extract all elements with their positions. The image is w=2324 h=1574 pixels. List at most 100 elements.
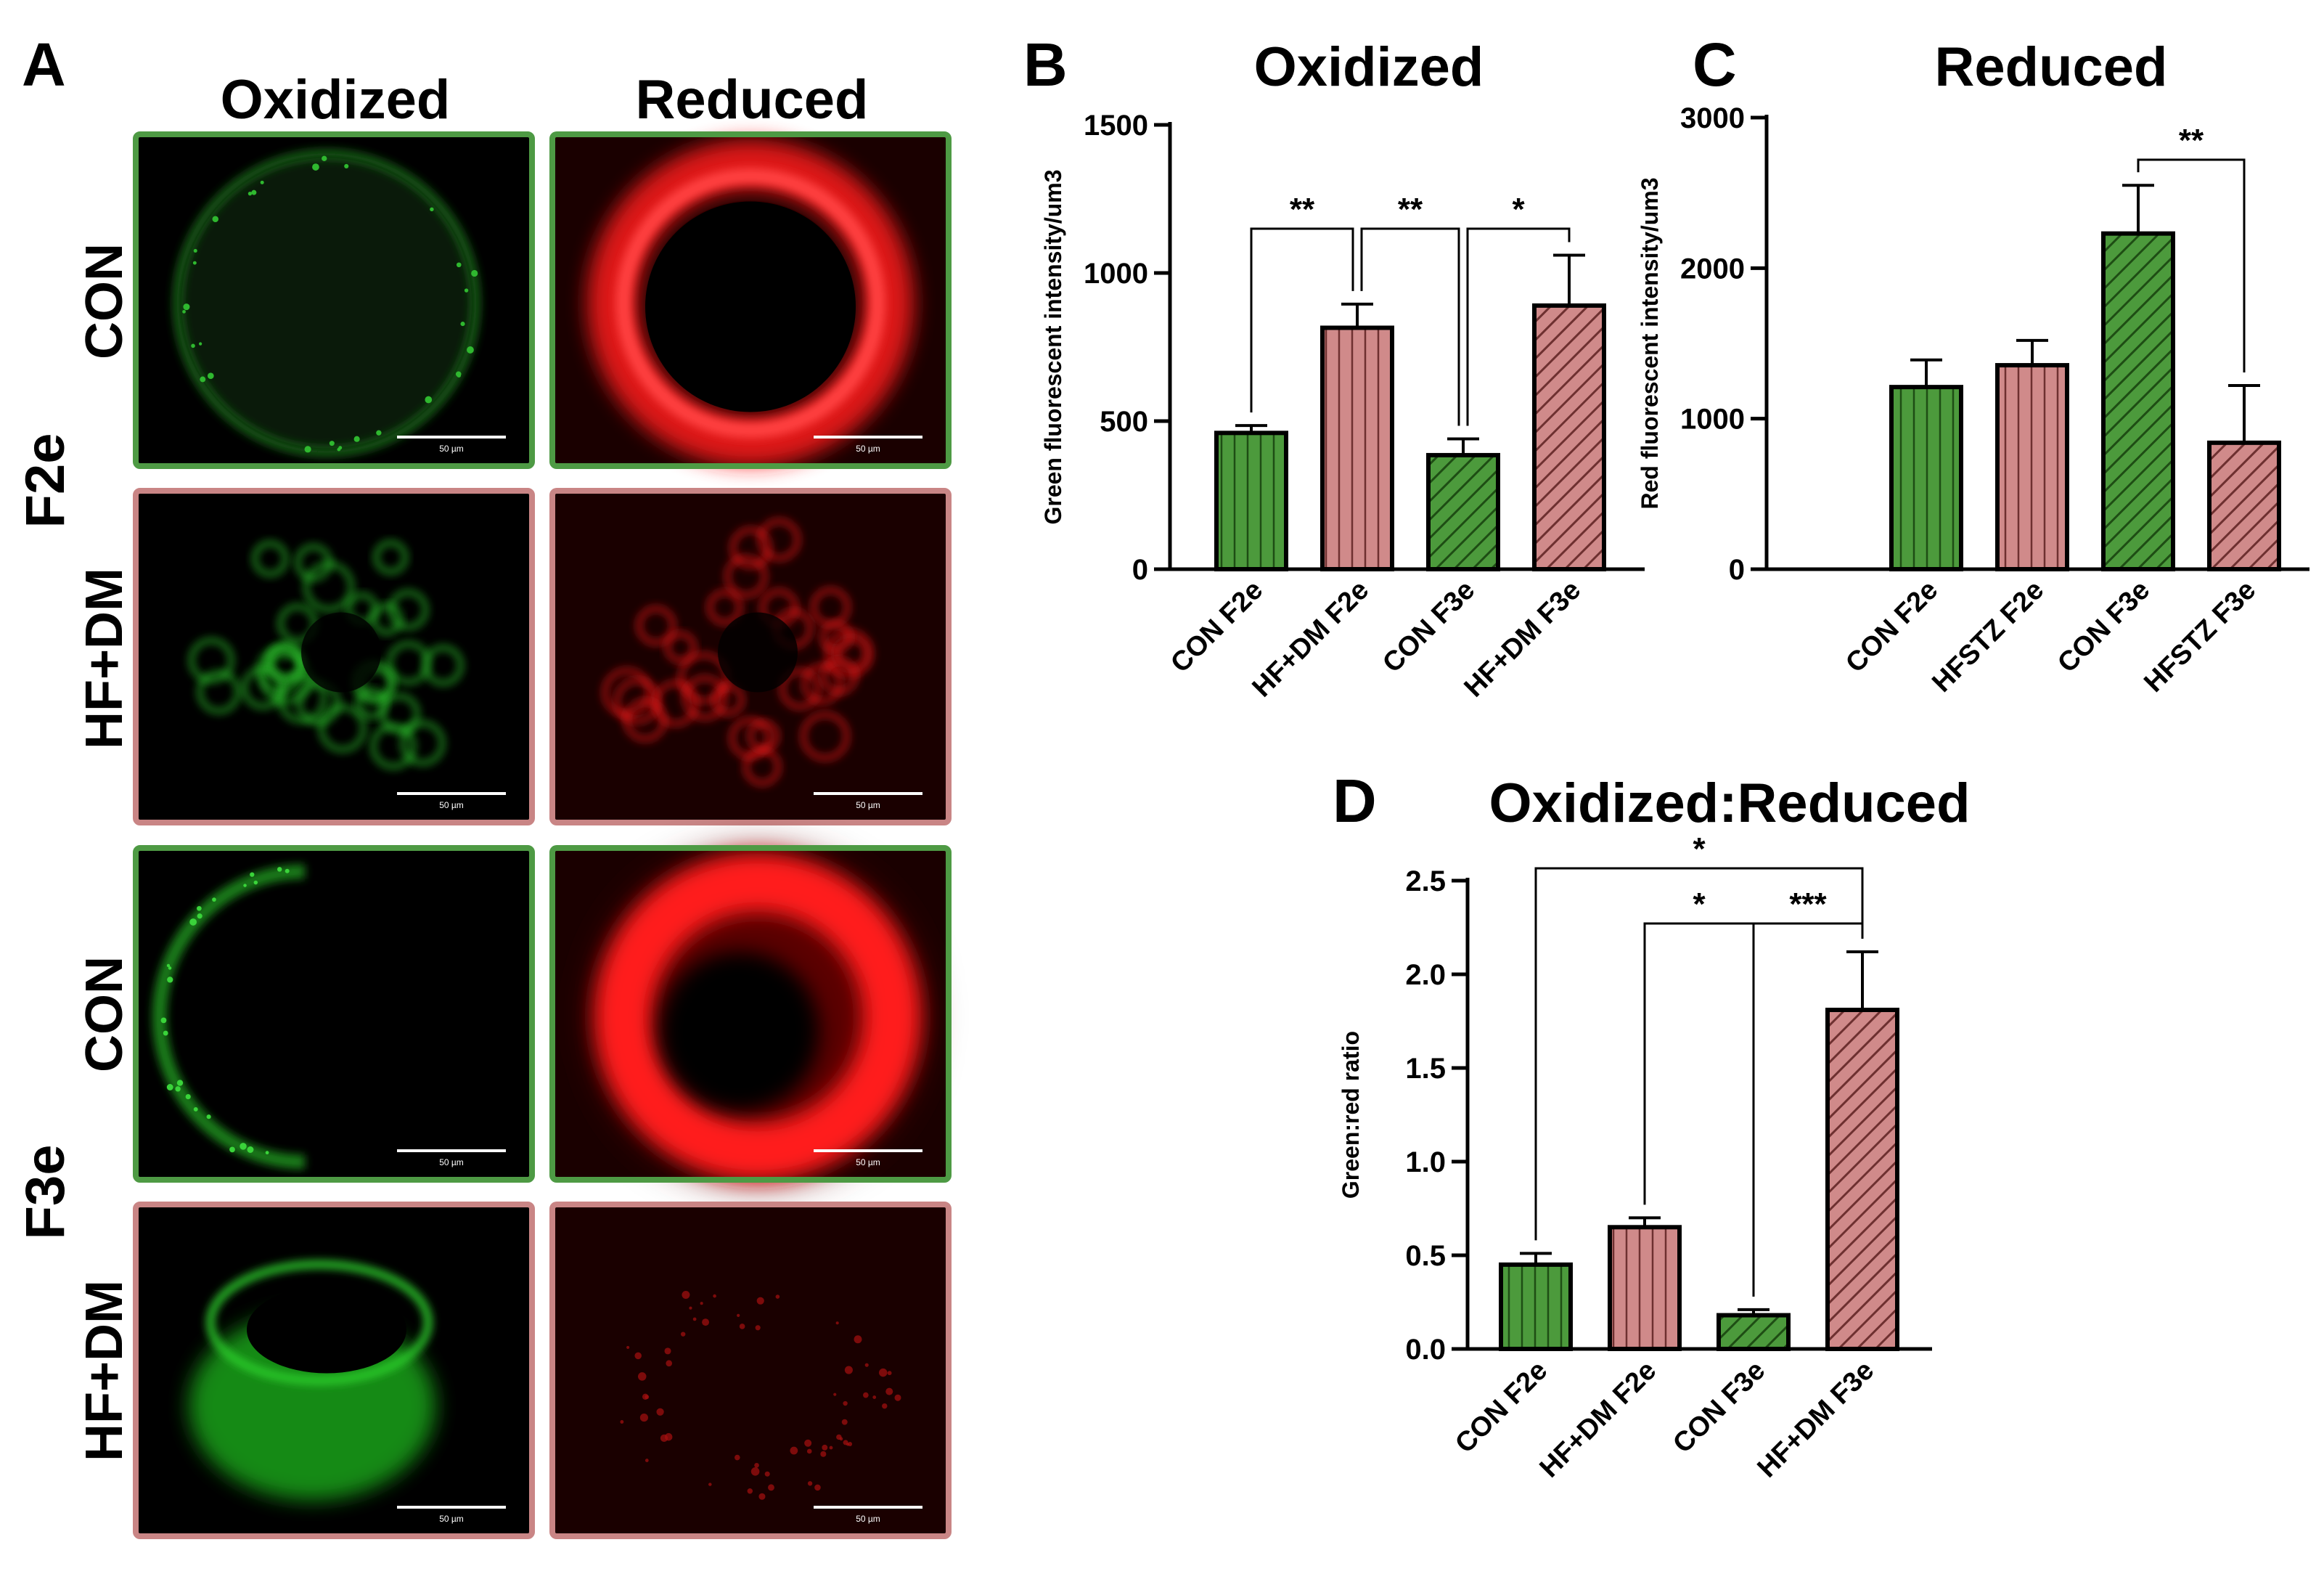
fluorescent-speck	[739, 1324, 745, 1329]
fluorescent-speck	[634, 1352, 642, 1360]
col-header-reduced: Reduced	[636, 69, 869, 131]
panel-a: A Oxidized Reduced CON HF+DM CON HF+DM F…	[15, 30, 952, 1539]
y-tick-label: 1000	[1084, 258, 1148, 290]
fluorescent-speck	[833, 1392, 837, 1396]
x-tick-label: CON F2e	[1449, 1355, 1553, 1459]
cell	[623, 698, 666, 741]
significance-bracket	[2137, 158, 2246, 373]
crescent	[152, 864, 306, 1170]
fluorescent-speck	[467, 346, 474, 354]
y-tick-label: 0	[1729, 554, 1745, 586]
fluorescent-speck	[193, 248, 197, 253]
significance-bracket	[1360, 227, 1460, 426]
cell-ring	[615, 168, 885, 439]
significance-label: **	[1398, 192, 1423, 227]
y-tick-label: 2.0	[1405, 959, 1446, 991]
row-label-hfdm-f2e: HF+DM	[75, 568, 134, 749]
significance-label: *	[1693, 886, 1706, 922]
significance-bracket	[1250, 227, 1354, 413]
fluorescent-speck	[689, 1306, 692, 1310]
cell	[821, 658, 858, 694]
fluorescent-speck	[885, 1387, 893, 1395]
fluorescent-speck	[240, 1143, 247, 1150]
fluorescent-speck	[166, 1084, 173, 1090]
fluorescent-speck	[829, 1445, 833, 1450]
significance-label: *	[1512, 192, 1525, 227]
fluorescent-speck	[879, 1368, 888, 1377]
fluorescent-speck	[775, 1294, 780, 1299]
bar	[1608, 1225, 1682, 1352]
cell-ring-glow	[587, 139, 914, 467]
fluorescent-speck	[260, 180, 264, 184]
fluorescent-speck	[353, 436, 360, 442]
scale-bar-label: 50 µm	[439, 800, 464, 810]
cell	[637, 606, 676, 645]
cell	[295, 544, 332, 581]
fluorescent-speck	[185, 1094, 191, 1100]
bar	[1214, 431, 1288, 571]
micrograph-green-2: 50 µm	[133, 488, 535, 825]
cell	[758, 518, 801, 560]
fluorescent-speck	[872, 1395, 877, 1399]
fluorescent-speck	[841, 1419, 848, 1425]
cell	[707, 590, 742, 625]
fluorescent-speck	[243, 884, 247, 887]
significance-label: *	[1693, 831, 1706, 867]
cell	[811, 587, 850, 627]
micrograph-red-5: 50 µm	[549, 845, 952, 1183]
fluorescent-speck	[329, 441, 335, 446]
fluorescent-speck	[843, 1400, 848, 1406]
cell	[801, 712, 849, 761]
cell-edge	[207, 1260, 432, 1385]
fluorescent-speck	[747, 1488, 753, 1494]
chart-title: Reduced	[1935, 36, 2168, 98]
fluorescent-speck	[807, 1481, 813, 1486]
micrograph-green-6: 50 µm	[133, 1202, 535, 1539]
cell	[253, 541, 288, 576]
cell-body	[181, 158, 472, 449]
fluorescent-speck	[456, 262, 462, 268]
panel-a-letter: A	[22, 30, 66, 99]
fluorescent-speck	[839, 1437, 843, 1441]
cell	[802, 664, 843, 704]
bar	[2101, 231, 2175, 571]
fluorescent-speck	[620, 1420, 624, 1424]
cell	[242, 666, 284, 709]
fluorescent-speck	[626, 1345, 630, 1349]
micrograph-border	[133, 1202, 535, 1539]
fluorescent-speck	[464, 288, 469, 293]
y-tick-label: 1500	[1084, 110, 1148, 142]
micrograph-border	[549, 131, 952, 469]
fluorescent-speck	[768, 1484, 774, 1491]
fluorescent-speck	[758, 1493, 766, 1500]
bar	[1717, 1313, 1791, 1352]
cell	[374, 540, 408, 574]
fluorescent-speck	[176, 1080, 184, 1086]
fluorescent-speck	[160, 1017, 167, 1024]
chart-d: D Oxidized:Reduced Green:red ratio 0.0 0.5 1.…	[1333, 767, 1971, 1483]
micrograph-background	[552, 1204, 949, 1536]
fluorescent-speck	[656, 1408, 664, 1416]
y-tick-label: 2000	[1680, 253, 1745, 285]
fluorescent-speck	[756, 1297, 764, 1305]
fluorescent-speck	[175, 1086, 181, 1092]
cell	[423, 645, 463, 685]
fluorescent-speck	[682, 1291, 690, 1300]
fluorescent-speck	[247, 192, 253, 196]
cell	[388, 590, 428, 629]
micrograph-background	[136, 848, 532, 1180]
fluorescent-speck	[163, 1030, 168, 1036]
fluorescent-speck	[166, 963, 171, 968]
y-tick-label: 1.5	[1405, 1053, 1446, 1085]
bar	[1889, 385, 1963, 571]
fluorescent-speck	[806, 1448, 812, 1454]
group-label-f2e: F2e	[15, 433, 76, 529]
cell	[780, 669, 821, 709]
bar	[1426, 452, 1500, 571]
fluorescent-speck	[192, 261, 197, 265]
x-tick-label: HFSTZ F3e	[2138, 575, 2262, 698]
fluorescent-speck	[250, 872, 255, 877]
fluorescent-speck	[471, 269, 478, 277]
group-label-f3e: F3e	[15, 1145, 76, 1240]
fluorescent-speck	[846, 1443, 850, 1446]
